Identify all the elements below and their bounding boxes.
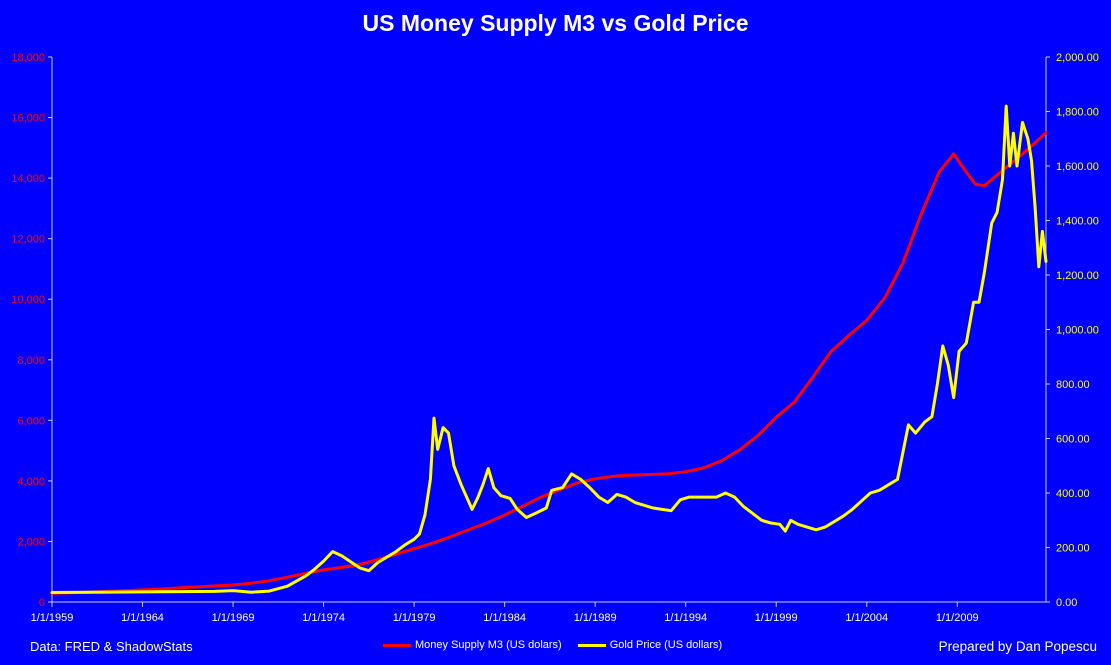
left-axis-tick-label: 4,000 — [17, 476, 45, 488]
right-axis-tick-label: 2,000.00 — [1056, 52, 1099, 64]
right-axis-tick-label: 600.00 — [1056, 434, 1090, 446]
m3-series-line — [50, 131, 1048, 595]
left-axis-tick-label: 2,000 — [17, 536, 45, 548]
x-axis-tick-label: 1/1/1969 — [212, 612, 255, 624]
x-axis-tick-label: 1/1/1959 — [31, 612, 74, 624]
source-note: Data: FRED & ShadowStats — [30, 639, 193, 654]
x-axis-tick-label: 1/1/1999 — [755, 612, 798, 624]
legend-item-gold: Gold Price (US dollars) — [577, 639, 723, 651]
right-axis-tick-label: 1,000.00 — [1056, 325, 1099, 337]
chart-title: US Money Supply M3 vs Gold Price — [362, 10, 749, 36]
left-axis-tick-label: 12,000 — [11, 234, 45, 246]
legend-swatch-gold — [577, 643, 606, 647]
right-axis-tick-label: 1,800.00 — [1056, 107, 1099, 119]
chart-legend: Money Supply M3 (US dolars) Gold Price (… — [383, 639, 738, 651]
right-axis-tick-label: 800.00 — [1056, 379, 1090, 391]
x-axis-tick-label: 1/1/1964 — [121, 612, 164, 624]
right-axis-tick-label: 400.00 — [1056, 488, 1090, 500]
left-axis-tick-label: 8,000 — [17, 355, 45, 367]
x-axis-tick-label: 1/1/1984 — [483, 612, 526, 624]
legend-label-m3: Money Supply M3 (US dolars) — [415, 639, 562, 651]
left-axis-tick-label: 6,000 — [17, 415, 45, 427]
left-axis-tick-label: 18,000 — [11, 52, 45, 64]
right-axis-tick-label: 0.00 — [1056, 597, 1077, 609]
x-axis-tick-label: 1/1/2009 — [936, 612, 979, 624]
x-axis-tick-label: 1/1/1974 — [302, 612, 345, 624]
left-axis-tick-label: 14,000 — [11, 173, 45, 185]
right-axis-tick-label: 200.00 — [1056, 543, 1090, 555]
left-axis-tick-label: 10,000 — [11, 294, 45, 306]
x-axis-tick-label: 1/1/1994 — [664, 612, 707, 624]
right-axis-tick-label: 1,200.00 — [1056, 270, 1099, 282]
legend-item-m3: Money Supply M3 (US dolars) — [383, 639, 562, 651]
credit-note: Prepared by Dan Popescu — [938, 639, 1097, 654]
right-axis-tick-label: 1,400.00 — [1056, 216, 1099, 228]
legend-label-gold: Gold Price (US dollars) — [609, 639, 723, 651]
x-axis-tick-label: 1/1/2004 — [845, 612, 888, 624]
x-axis-tick-label: 1/1/1979 — [393, 612, 436, 624]
x-axis-tick-label: 1/1/1989 — [574, 612, 617, 624]
right-axis-tick-label: 1,600.00 — [1056, 161, 1099, 173]
left-axis-tick-label: 16,000 — [11, 113, 45, 125]
left-axis-tick-label: 0 — [39, 597, 45, 609]
gold-series-line — [50, 104, 1048, 594]
legend-swatch-m3 — [383, 643, 411, 647]
